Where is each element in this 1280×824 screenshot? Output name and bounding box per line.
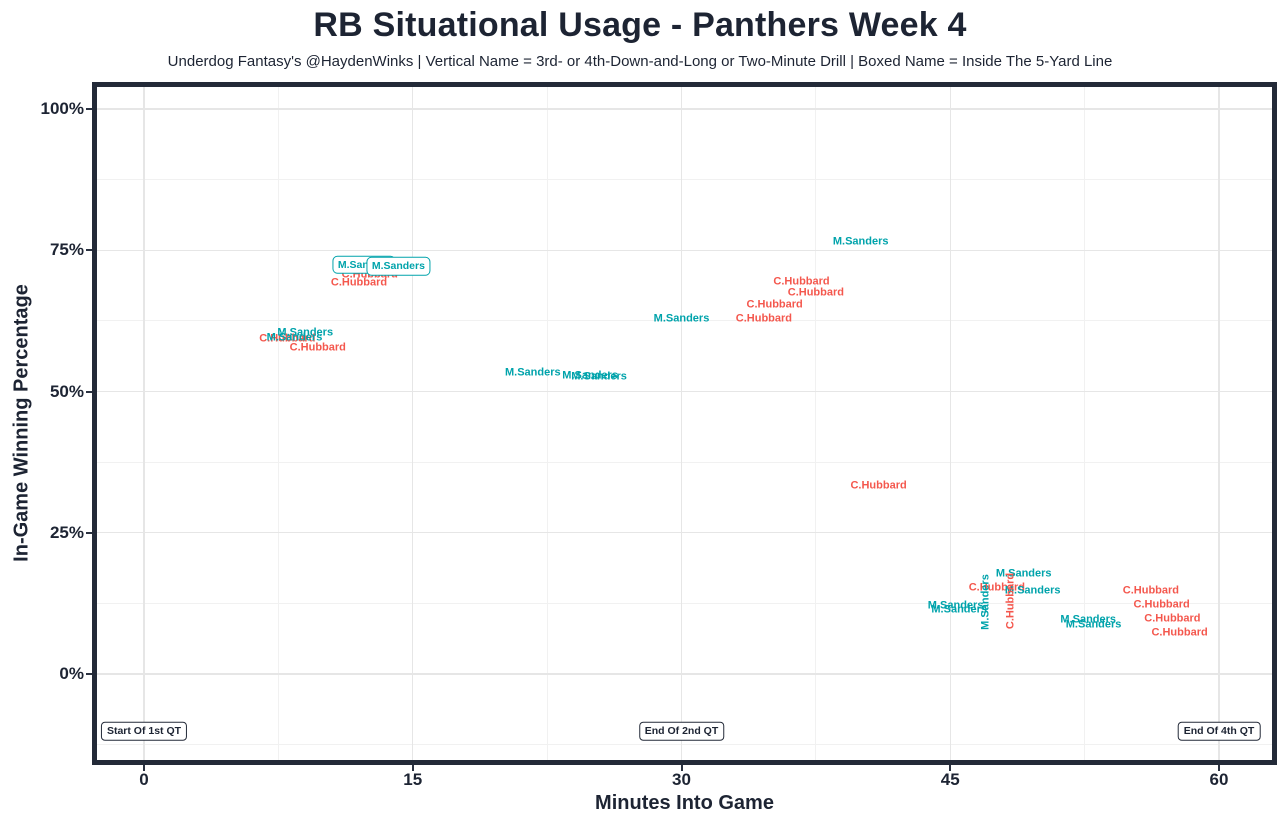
x-tick-label: 45 [940, 770, 960, 789]
y-tick-label: 50% [49, 381, 84, 401]
player-label-plain: M.Sanders [277, 326, 334, 339]
x-tick-mark [411, 765, 414, 771]
player-label-plain: M.Sanders [504, 366, 561, 379]
player-label-plain: C.Hubbard [289, 341, 346, 354]
x-tick-mark [949, 765, 952, 771]
player-label-plain: M.Sanders [832, 235, 889, 248]
x-tick-label: 15 [403, 770, 423, 789]
gridline-y-major [97, 108, 1272, 110]
player-label-plain: C.Hubbard [1144, 612, 1201, 625]
gridline-x-minor [546, 87, 548, 760]
player-label-plain: C.Hubbard [1122, 584, 1180, 597]
player-label-plain: C.Hubbard [1133, 598, 1190, 611]
gridline-y-minor [97, 461, 1272, 463]
player-label-plain: M.Sanders [1004, 584, 1061, 597]
player-label-plain: M.Sanders [927, 599, 984, 612]
player-label-plain: M.Sanders [1065, 618, 1122, 631]
player-label-plain: C.Hubbard [850, 479, 907, 492]
gridline-x-minor [277, 87, 279, 760]
y-tick-mark [86, 673, 92, 675]
quarter-marker-box: Start Of 1st QT [100, 721, 188, 741]
player-label-plain: C.Hubbard [735, 312, 793, 325]
player-label-plain: M.Sanders [562, 369, 618, 382]
gridline-x-minor [815, 87, 817, 760]
gridline-y-major [97, 390, 1272, 393]
gridline-x-major [412, 87, 414, 760]
y-tick-mark [86, 108, 92, 110]
chart-title: RB Situational Usage - Panthers Week 4 [313, 6, 967, 44]
gridline-x-major [680, 87, 683, 760]
player-label-plain: C.Hubbard [773, 275, 830, 288]
player-label-plain: C.Hubbard [259, 332, 316, 345]
y-tick-mark [86, 249, 92, 252]
player-label-plain: C.Hubbard [1151, 626, 1208, 639]
player-label-plain: M.Sanders [1060, 613, 1117, 626]
player-label-plain: C.Hubbard [746, 298, 803, 311]
quarter-marker-box: End Of 4th QT [1177, 721, 1261, 741]
player-label-plain: C.Hubbard [787, 286, 844, 299]
player-label-plain: C.Hubbard [330, 276, 388, 289]
player-label-plain: C.Hubbard [968, 581, 1025, 594]
quarter-marker-box: End Of 2nd QT [638, 721, 725, 741]
gridline-x-minor [1084, 87, 1086, 760]
gridline-y-major [97, 532, 1272, 534]
player-label-plain: M.Sanders [653, 312, 710, 325]
x-tick-mark [143, 765, 145, 771]
x-tick-label: 30 [672, 770, 691, 789]
gridline-y-major [97, 673, 1272, 675]
gridline-x-major [143, 87, 145, 760]
gridline-y-minor [97, 744, 1272, 746]
player-label-plain: M.Sanders [931, 603, 988, 616]
x-tick-mark [1218, 765, 1221, 771]
player-label-plain: M.Sanders [571, 370, 627, 383]
player-label-vertical: M.Sanders [979, 574, 992, 631]
y-tick-label: 25% [49, 522, 84, 542]
gridline-x-major [1218, 87, 1220, 760]
x-tick-label: 0 [139, 770, 149, 789]
y-tick-label: 75% [49, 240, 84, 260]
y-tick-label: 0% [59, 664, 84, 683]
y-axis-title: In-Game Winning Percentage [10, 284, 33, 562]
player-label-boxed: M.Sanders [366, 256, 430, 276]
y-tick-mark [86, 390, 92, 393]
y-tick-label: 100% [40, 99, 84, 118]
x-tick-label: 60 [1209, 770, 1229, 789]
chart-subtitle: Underdog Fantasy's @HaydenWinks | Vertic… [167, 53, 1113, 70]
gridline-y-minor [97, 320, 1272, 322]
player-label-plain: M.Sanders [995, 567, 1052, 580]
player-label-plain: M.Sanders [266, 331, 323, 344]
gridline-y-minor [97, 602, 1272, 604]
gridline-y-minor [97, 179, 1272, 181]
gridline-y-major [97, 249, 1272, 251]
player-label-vertical: C.Hubbard [1004, 572, 1017, 630]
x-axis-title: Minutes Into Game [595, 792, 774, 814]
y-tick-mark [86, 531, 92, 534]
gridline-x-major [949, 87, 951, 760]
x-tick-mark [680, 765, 683, 771]
gridlines-layer [97, 87, 1272, 760]
